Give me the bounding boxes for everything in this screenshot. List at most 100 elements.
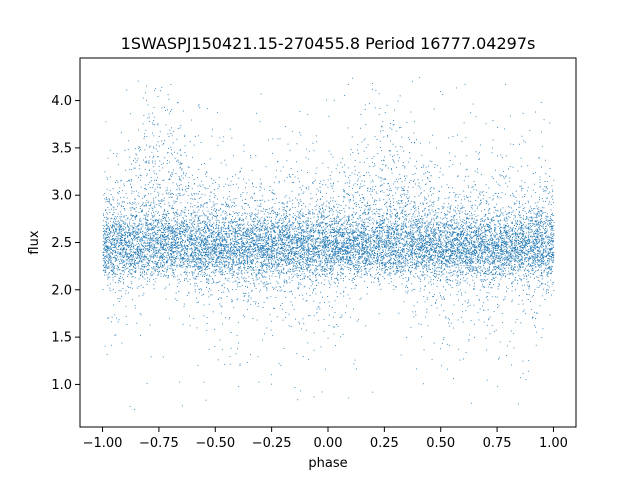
data-point [422,210,423,212]
data-point [453,250,454,252]
data-point [216,243,218,245]
data-point [413,240,415,242]
data-point [110,263,112,265]
data-point [496,296,498,298]
data-point [487,273,489,275]
data-point [323,246,325,248]
data-point [121,255,123,257]
data-point [379,200,381,202]
data-point [438,256,440,258]
data-point [436,165,438,166]
data-point [123,243,125,245]
data-point [535,256,537,258]
data-point [552,257,554,259]
data-point [268,249,270,250]
data-point [295,234,297,236]
data-point [173,130,175,132]
data-point [500,236,502,238]
data-point [551,257,553,259]
data-point [195,228,197,230]
data-point [468,260,469,261]
data-point [138,192,140,194]
data-point [158,260,159,261]
data-point [114,216,116,218]
data-point [157,96,159,97]
data-point [508,270,510,272]
data-point [426,228,428,230]
data-point [365,240,367,241]
data-point [258,269,260,271]
data-point [466,223,467,225]
data-point [503,263,504,265]
data-point [531,209,533,211]
data-point [540,245,541,247]
data-point [343,244,345,246]
data-point [320,238,322,240]
data-point [336,242,338,244]
data-point [463,239,465,241]
data-point [166,270,168,272]
data-point [453,221,455,223]
data-point [281,232,283,234]
data-point [232,250,234,252]
data-point [142,123,144,125]
data-point [480,257,482,259]
data-point [401,233,403,235]
data-point [474,273,476,275]
data-point [522,247,524,248]
data-point [373,240,374,241]
data-point [535,255,537,257]
data-point [181,254,182,256]
data-point [328,280,330,282]
data-point [408,243,409,245]
data-point [157,212,158,214]
data-point [416,260,418,262]
data-point [274,212,276,213]
data-point [283,348,285,349]
data-point [166,260,168,262]
data-point [341,235,343,237]
data-point [475,233,476,235]
data-point [283,258,285,260]
data-point [252,237,254,238]
data-point [522,241,524,243]
data-point [148,268,150,270]
data-point [549,253,551,254]
data-point [420,232,422,233]
data-point [421,225,423,227]
data-point [458,233,460,235]
data-point [143,237,145,238]
data-point [422,246,424,248]
data-point [447,231,448,233]
data-point [243,243,245,245]
data-point [272,258,273,260]
data-point [526,217,528,219]
data-point [401,225,403,227]
data-point [494,229,496,231]
data-point [452,274,453,276]
data-point [383,160,385,162]
data-point [134,277,136,279]
data-point [508,254,510,256]
data-point [318,241,320,243]
data-point [462,321,464,323]
data-point [511,241,513,243]
data-point [533,250,534,252]
data-point [422,274,424,276]
data-point [504,256,506,258]
data-point [171,259,173,261]
data-point [224,246,226,247]
data-point [241,215,243,216]
data-point [367,241,369,243]
data-point [297,239,299,240]
data-point [125,169,127,171]
data-point [147,229,149,231]
data-point [111,321,112,323]
data-point [329,202,330,204]
data-point [275,212,276,214]
data-point [408,233,409,235]
data-point [348,238,350,240]
data-point [159,237,161,238]
data-point [519,238,521,239]
data-point [153,255,155,257]
